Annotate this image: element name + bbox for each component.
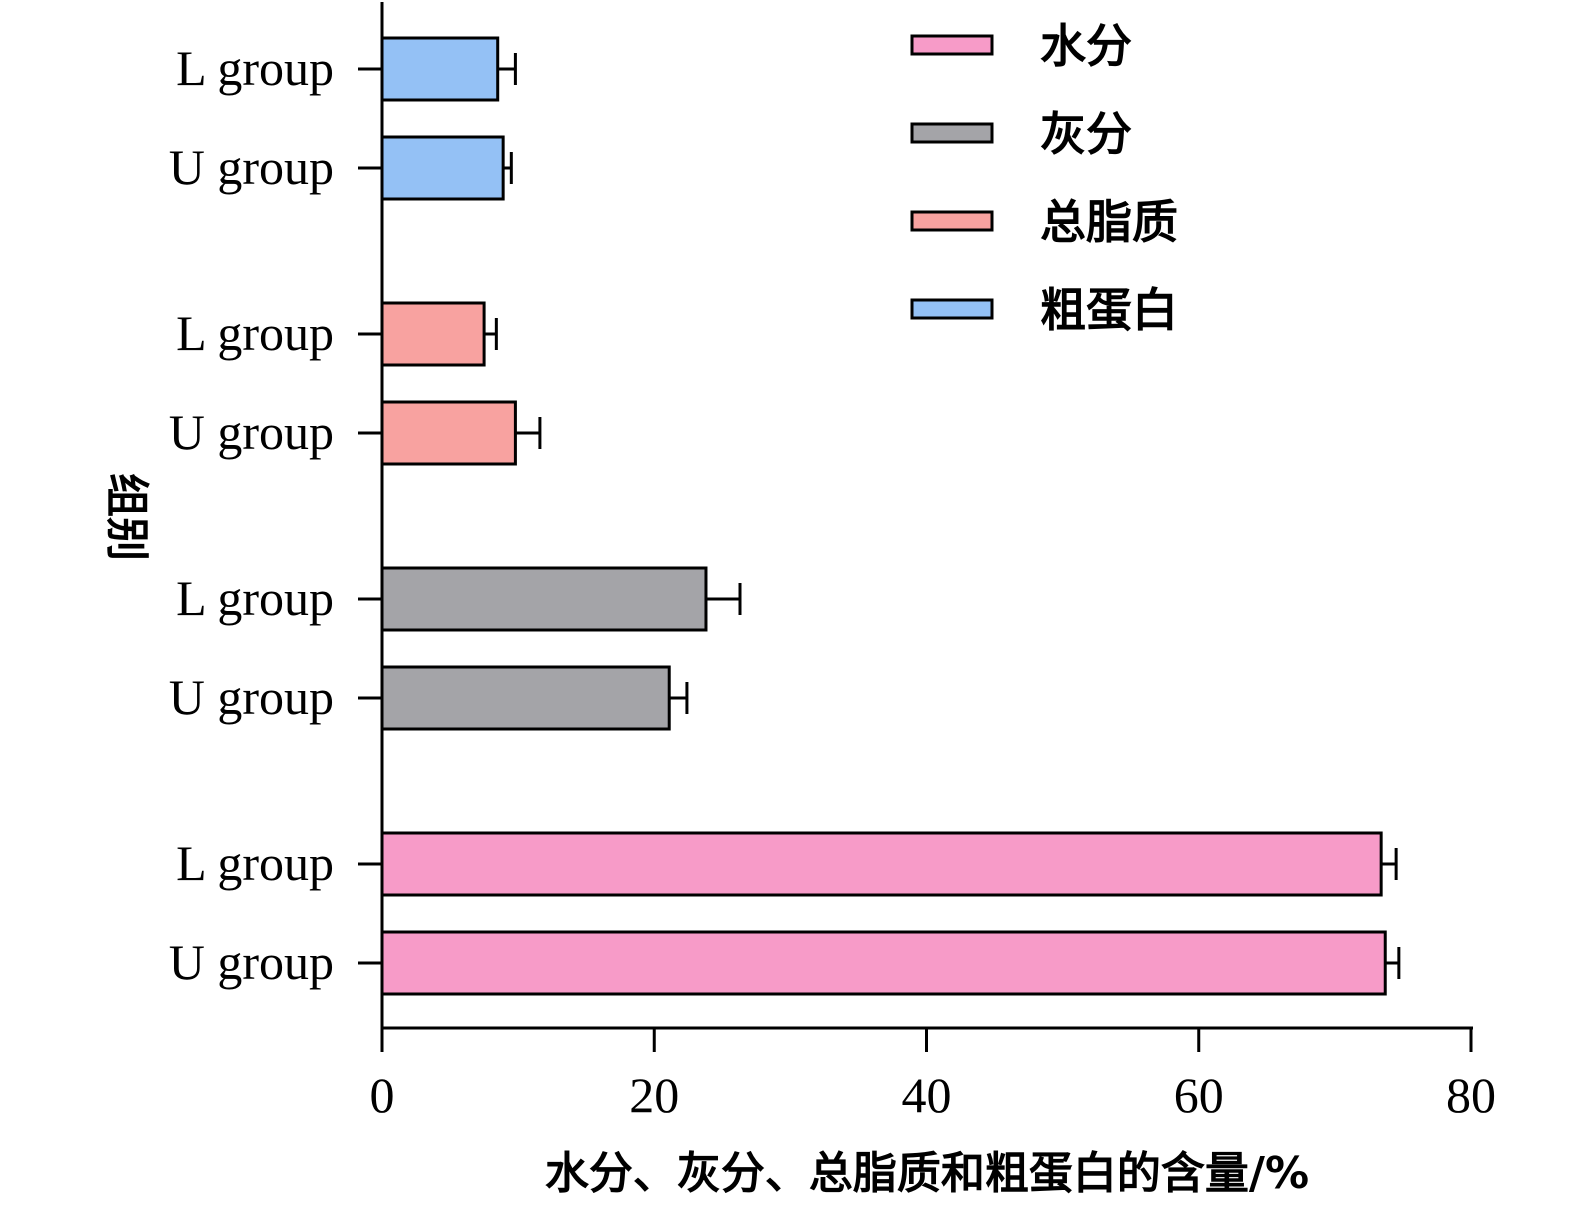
y-axis-title: 组别: [101, 473, 152, 561]
y-tick-label-3-0: L group: [176, 835, 334, 891]
y-tick-label-2-0: L group: [176, 570, 334, 626]
legend-swatch-3: [910, 298, 994, 320]
x-tick-label-1: 20: [629, 1067, 679, 1123]
y-tick-label-1-0: L group: [176, 305, 334, 361]
x-tick-label-3: 60: [1174, 1067, 1224, 1123]
y-tick-label-1-1: U group: [169, 404, 334, 460]
y-tick-label-3-1: U group: [169, 934, 334, 990]
legend-label-2: 总脂质: [1040, 195, 1178, 249]
legend-label-1: 灰分: [1040, 107, 1132, 161]
ticks-layer: L group U group L group U group L group U gro…: [169, 40, 1496, 1123]
legend-label-0: 水分: [1040, 19, 1132, 73]
y-tick-label-0-0: L group: [176, 40, 334, 96]
x-axis-title: 水分、灰分、总脂质和粗蛋白的含量/%: [545, 1148, 1309, 1199]
bar-0-0: [380, 36, 500, 102]
bar-2-0: [380, 566, 708, 632]
bar-1-0: [380, 301, 486, 367]
bar-0-1: [380, 135, 505, 201]
bar-3-1: [380, 930, 1387, 996]
x-tick-label-2: 40: [902, 1067, 952, 1123]
bar-1-1: [380, 400, 517, 466]
bar-3-0: [380, 831, 1383, 897]
bars-layer: [380, 36, 1401, 996]
legend-label-3: 粗蛋白: [1040, 283, 1178, 337]
legend-swatch-0: [910, 34, 994, 56]
legend-swatch-2: [910, 210, 994, 232]
bar-2-1: [380, 665, 671, 731]
x-tick-label-0: 0: [370, 1067, 395, 1123]
x-tick-label-4: 80: [1446, 1067, 1496, 1123]
y-tick-label-0-1: U group: [169, 139, 334, 195]
legend-swatch-1: [910, 122, 994, 144]
y-tick-label-2-1: U group: [169, 669, 334, 725]
